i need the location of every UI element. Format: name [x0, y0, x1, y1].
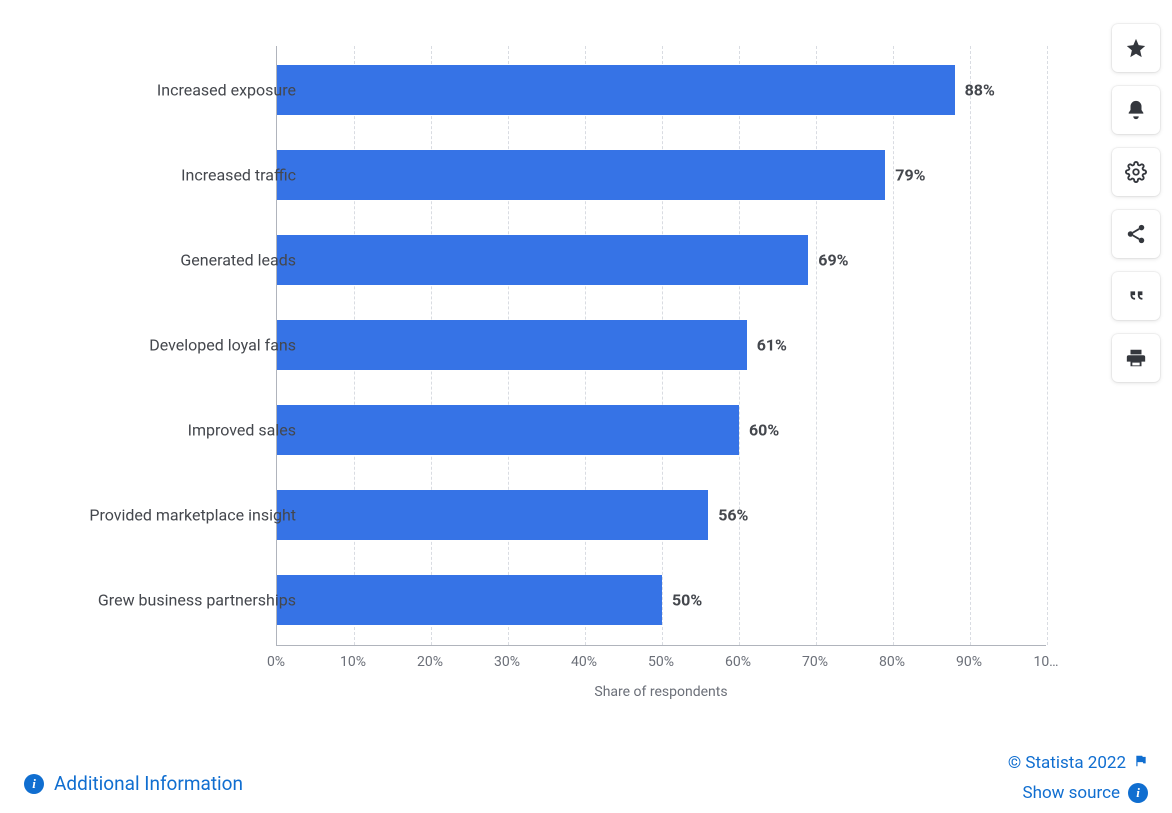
x-tick-label: 0% — [267, 654, 285, 670]
bar[interactable]: 60% — [277, 405, 739, 455]
gridline — [1047, 46, 1048, 645]
category-label: Increased traffic — [56, 166, 296, 185]
info-icon: i — [1128, 783, 1148, 803]
category-label: Grew business partnerships — [56, 591, 296, 610]
bar[interactable]: 50% — [277, 575, 662, 625]
share-button[interactable] — [1112, 210, 1160, 258]
gear-icon — [1125, 161, 1147, 183]
settings-button[interactable] — [1112, 148, 1160, 196]
x-tick-label: 20% — [417, 654, 443, 670]
x-tick-label: 70% — [802, 654, 828, 670]
bar-value-label: 88% — [955, 81, 995, 100]
gridline — [816, 46, 817, 645]
category-label: Generated leads — [56, 251, 296, 270]
bar[interactable]: 61% — [277, 320, 747, 370]
category-label: Improved sales — [56, 421, 296, 440]
additional-information-link[interactable]: i Additional Information — [24, 772, 243, 795]
category-label: Developed loyal fans — [56, 336, 296, 355]
bar-value-label: 60% — [739, 421, 779, 440]
x-tick-label: 90% — [956, 654, 982, 670]
favorite-button[interactable] — [1112, 24, 1160, 72]
citation-button[interactable] — [1112, 272, 1160, 320]
category-label: Increased exposure — [56, 81, 296, 100]
bar-value-label: 69% — [808, 251, 848, 270]
show-source-link[interactable]: Show source i — [1022, 783, 1148, 803]
gridline — [893, 46, 894, 645]
print-icon — [1125, 347, 1147, 369]
copyright-label: © Statista 2022 — [1008, 753, 1148, 773]
info-icon: i — [24, 774, 44, 794]
bar-value-label: 79% — [885, 166, 925, 185]
bar[interactable]: 56% — [277, 490, 708, 540]
x-tick-label: 50% — [648, 654, 674, 670]
x-tick-label: 60% — [725, 654, 751, 670]
share-icon — [1125, 223, 1147, 245]
x-tick-label: 80% — [879, 654, 905, 670]
show-source-label: Show source — [1022, 783, 1120, 803]
bar-value-label: 61% — [747, 336, 787, 355]
x-tick-label: 40% — [571, 654, 597, 670]
star-icon — [1125, 37, 1147, 59]
additional-information-label: Additional Information — [54, 772, 243, 795]
quote-icon — [1125, 285, 1147, 307]
notifications-button[interactable] — [1112, 86, 1160, 134]
chart: 88% 79% 69% 61% 60% 56% 50% Share of responden… — [24, 24, 1084, 724]
bar[interactable]: 88% — [277, 65, 955, 115]
bar[interactable]: 79% — [277, 150, 885, 200]
bell-icon — [1125, 99, 1147, 121]
plot-area: 88% 79% 69% 61% 60% 56% 50% — [276, 46, 1046, 646]
category-label: Provided marketplace insight — [56, 506, 296, 525]
toolbar — [1112, 24, 1160, 382]
gridline — [970, 46, 971, 645]
x-tick-label: 10… — [1033, 654, 1058, 670]
chart-footer: i Additional Information © Statista 2022… — [24, 753, 1148, 803]
bar-value-label: 50% — [662, 591, 702, 610]
x-axis-title: Share of respondents — [276, 684, 1046, 700]
print-button[interactable] — [1112, 334, 1160, 382]
flag-icon — [1134, 754, 1148, 772]
x-tick-label: 30% — [494, 654, 520, 670]
x-tick-label: 10% — [340, 654, 366, 670]
bar-value-label: 56% — [708, 506, 748, 525]
bar[interactable]: 69% — [277, 235, 808, 285]
